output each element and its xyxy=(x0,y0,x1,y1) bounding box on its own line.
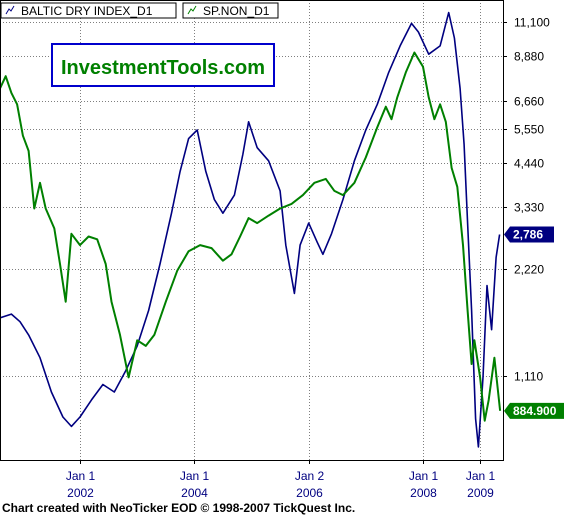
x-axis: Jan 1 2002 Jan 1 2004 Jan 2 2006 Jan 1 2008 Jan … xyxy=(66,460,496,500)
y-tick-label: 8,880 xyxy=(514,50,544,64)
x-tick-year-label: 2002 xyxy=(67,486,94,500)
watermark-box xyxy=(51,43,275,87)
axis-value-tag-label: 2,786 xyxy=(513,228,543,242)
x-tick-year-label: 2004 xyxy=(181,486,208,500)
axis-value-tags: 2,786 884.900 xyxy=(504,226,564,419)
x-tick-year-label: 2006 xyxy=(296,486,323,500)
y-tick-label: 1,110 xyxy=(514,370,543,384)
y-tick-label: 2,220 xyxy=(514,263,544,277)
legend-label-sp: SP.NON_D1 xyxy=(203,4,270,18)
watermark-text: InvestmentTools.com xyxy=(61,57,265,79)
y-tick-label: 6,660 xyxy=(514,95,544,109)
axis-value-tag-label: 884.900 xyxy=(513,404,557,418)
axis-value-tag-box xyxy=(504,402,564,419)
watermark: InvestmentTools.com xyxy=(51,43,275,87)
x-tick-year-label: 2009 xyxy=(467,486,494,500)
legend: BALTIC DRY INDEX_D1 SP.NON_D1 xyxy=(0,2,279,19)
y-axis: 11,100 8,880 6,660 5,550 4,440 3,330 2,220 1,11… xyxy=(503,16,550,384)
legend-box-sp xyxy=(182,2,279,19)
y-tick-label: 3,330 xyxy=(514,201,544,215)
legend-label-baltic: BALTIC DRY INDEX_D1 xyxy=(21,4,153,18)
plot-border xyxy=(0,0,504,461)
footer-credit: Chart created with NeoTicker EOD © 1998-… xyxy=(2,501,355,515)
x-tick-label: Jan 1 xyxy=(466,469,496,483)
x-tick-year-label: 2008 xyxy=(410,486,437,500)
series-line-baltic-dry-index xyxy=(0,11,501,448)
x-tick-label: Jan 2 xyxy=(295,469,325,483)
y-tick-label: 11,100 xyxy=(514,16,550,30)
y-tick-label: 5,550 xyxy=(514,123,544,137)
x-tick-label: Jan 1 xyxy=(409,469,439,483)
line-series-icon xyxy=(187,5,197,15)
x-tick-label: Jan 1 xyxy=(180,469,210,483)
line-series-icon xyxy=(5,5,15,15)
axis-value-tag-box xyxy=(504,226,554,243)
plot-lines xyxy=(0,11,502,448)
series-line-sp-non xyxy=(0,51,502,422)
x-tick-label: Jan 1 xyxy=(66,469,96,483)
legend-box-baltic xyxy=(0,2,177,19)
y-tick-label: 4,440 xyxy=(514,157,544,171)
